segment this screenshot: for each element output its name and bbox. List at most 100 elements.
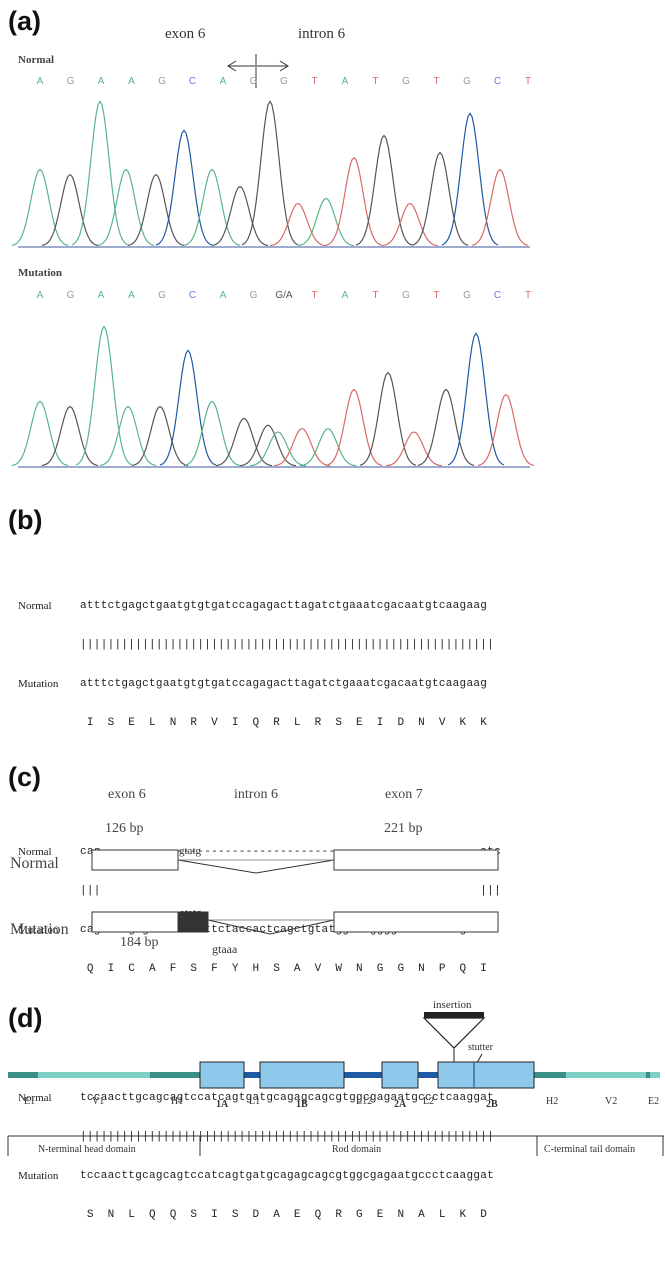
base-call: C <box>189 290 196 301</box>
mutation-splice-line <box>207 919 335 935</box>
segment-1a-label: 1A <box>216 1099 229 1110</box>
panel-d-label: (d) <box>8 1003 43 1033</box>
segment-e2-label: E2 <box>648 1096 659 1107</box>
normal-donor-site: gtatg <box>179 845 201 857</box>
base-call: T <box>372 76 378 87</box>
trace-peak <box>441 112 499 246</box>
trace-peak <box>11 400 69 467</box>
base-call: A <box>342 76 349 87</box>
trace-peak <box>97 168 155 246</box>
base-call: A <box>98 290 105 301</box>
trace-peak <box>381 202 439 247</box>
amino-acid-translation: I S E L N R V I Q R L R S E I D N V K K <box>80 717 488 729</box>
insertion-triangle <box>422 1017 486 1049</box>
mutation-inserted-segment <box>177 911 209 933</box>
trace-peak <box>71 100 129 246</box>
normal-trace-title: Normal <box>18 54 54 66</box>
segment-1b-label: 1B <box>296 1099 308 1110</box>
amino-acid-translation: Q I C A F S F Y H S A V W N G G N P Q I <box>80 963 488 975</box>
base-call: G <box>158 290 166 301</box>
exon6-size: 126 bp <box>105 821 144 836</box>
linker-l1 <box>244 1072 260 1078</box>
trace-peak <box>41 173 99 246</box>
mutation-sequence: tccaacttgcagcagtccatcagtgatgcagagcagcgtg… <box>80 1170 495 1182</box>
trace-peak <box>75 325 133 466</box>
base-call: G <box>280 76 288 87</box>
base-call: A <box>220 290 227 301</box>
base-call: C <box>189 76 196 87</box>
base-call: G <box>67 76 75 87</box>
trace-peak <box>131 405 189 467</box>
arrow-right-icon <box>279 60 289 72</box>
trace-peak <box>297 197 355 247</box>
arrow-left-icon <box>227 60 237 72</box>
chromatogram-figure: exon 6 intron 6 Normal A G A A G C A G G T A T G T G C T… <box>11 26 535 468</box>
segment-1a-box <box>199 1061 245 1089</box>
base-call: T <box>525 290 531 301</box>
base-call: T <box>433 290 439 301</box>
exon6-label: exon 6 <box>165 26 206 42</box>
segment-e1-label: E1 <box>24 1096 35 1107</box>
base-call: G <box>67 290 75 301</box>
base-call: A <box>37 290 44 301</box>
trace-peak <box>417 388 475 466</box>
e2-region <box>650 1072 660 1078</box>
mutation-row-label: Mutation <box>18 1170 59 1182</box>
linker-l2 <box>418 1072 438 1078</box>
tail-domain-label: C-terminal tail domain <box>544 1144 635 1155</box>
normal-exon6-box <box>91 849 179 871</box>
trace-peak <box>299 427 357 467</box>
trace-peak <box>183 400 241 467</box>
segment-2a-label: 2A <box>394 1099 407 1110</box>
mutation-trace-title: Mutation <box>18 267 62 279</box>
segment-l1-label: L1 <box>249 1096 260 1107</box>
intron6-heading: intron 6 <box>234 787 278 802</box>
v1-region <box>38 1072 150 1078</box>
linker-l12 <box>344 1072 382 1078</box>
insertion-label: insertion <box>433 999 472 1011</box>
normal-sequence: tccaacttgcagcagtccatcagtgatgcagagcagcgtg… <box>80 1092 495 1104</box>
trace-peak <box>41 405 99 467</box>
base-call: T <box>372 290 378 301</box>
base-call: G/A <box>275 290 293 301</box>
panel-a-label: (a) <box>8 6 41 36</box>
base-call: A <box>128 290 135 301</box>
base-call: C <box>494 76 501 87</box>
exon6-heading: exon 6 <box>108 787 146 802</box>
match-line: ||||||||||||||||||||||||||||||||||||||||… <box>80 639 495 651</box>
normal-sequence: atttctgagctgaatgtgtgatccagagacttagatctga… <box>80 600 488 612</box>
segment-l12-label: L12 <box>356 1096 372 1107</box>
segment-1b-box <box>259 1061 345 1089</box>
normal-row-label: Normal <box>18 846 52 858</box>
match-line: ||||||||||||||||||||||||||||||||||||||||… <box>80 1131 495 1143</box>
trace-peak <box>269 202 327 247</box>
normal-trace <box>11 100 529 247</box>
trace-peak <box>159 349 217 466</box>
alignment-block-1: Normal atttctgagctgaatgtgtgatccagagacttag… <box>18 574 501 756</box>
segment-2a-box <box>381 1061 419 1089</box>
match-line: ||| ||| <box>80 885 501 897</box>
trace-peak <box>359 371 417 466</box>
mutation-base-calls: A G A A G C A G G/A T A T G T G C T <box>37 290 531 301</box>
mutation-exon7-box <box>333 911 499 933</box>
mutation-sequence: atttctgagctgaatgtgtgatccagagacttagatctga… <box>80 678 488 690</box>
trace-peak <box>11 168 69 246</box>
base-call: T <box>433 76 439 87</box>
panel-b-label: (b) <box>8 505 43 535</box>
trace-peak <box>241 100 299 246</box>
base-call: T <box>311 76 317 87</box>
segment-2b-label: 2B <box>486 1099 498 1110</box>
base-call: G <box>463 76 471 87</box>
trace-peak <box>155 129 213 246</box>
segment-v1-label: V1 <box>92 1096 104 1107</box>
trace-peak <box>477 393 535 466</box>
trace-peak <box>355 134 413 246</box>
panel-c-label: (c) <box>8 762 41 792</box>
trace-peak <box>183 168 241 246</box>
trace-peak <box>325 156 383 246</box>
mutation-trace <box>11 325 535 467</box>
exon7-heading: exon 7 <box>385 787 423 802</box>
trace-peak <box>447 332 505 466</box>
v2-region <box>566 1072 646 1078</box>
base-call: G <box>250 76 258 87</box>
